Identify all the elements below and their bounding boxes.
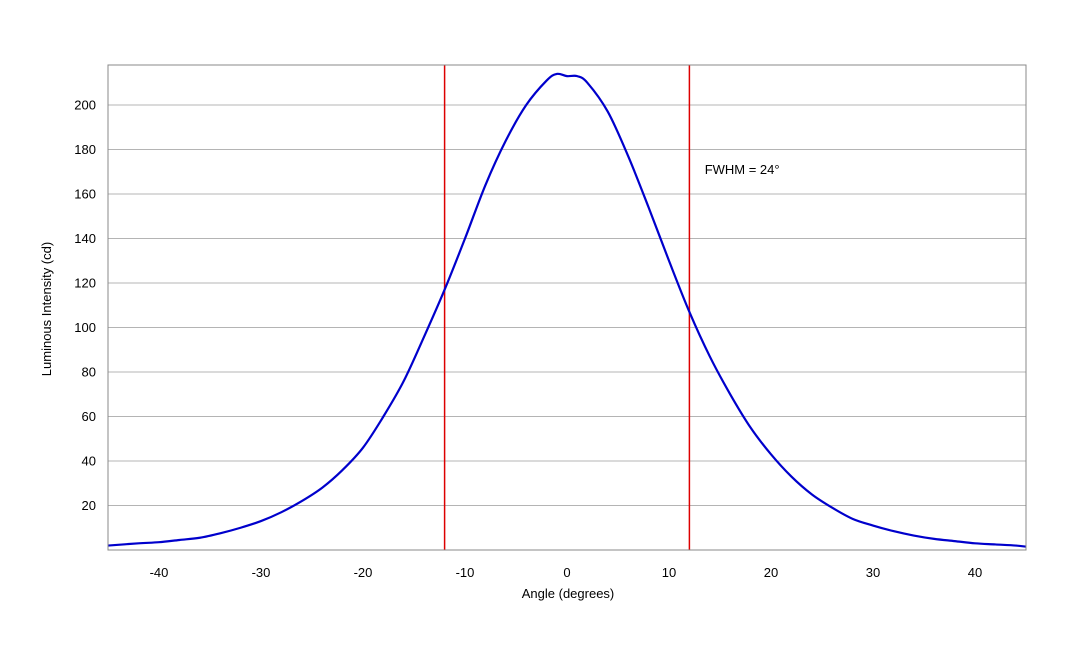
x-tick-label: 40 (968, 565, 982, 580)
x-tick-label: -40 (150, 565, 169, 580)
y-tick-label: 60 (82, 409, 96, 424)
x-tick-label: -20 (354, 565, 373, 580)
y-tick-label: 20 (82, 498, 96, 513)
y-tick-label: 160 (74, 187, 96, 202)
x-tick-label: 20 (764, 565, 778, 580)
x-axis-label: Angle (degrees) (522, 586, 615, 601)
y-tick-label: 140 (74, 231, 96, 246)
y-tick-label: 200 (74, 98, 96, 113)
fwhm-lines (443, 65, 691, 550)
y-tick-label: 120 (74, 276, 96, 291)
y-tick-label: 180 (74, 142, 96, 157)
series-layer (107, 72, 1027, 548)
y-tick-label: 80 (82, 365, 96, 380)
y-tick-label: 100 (74, 320, 96, 335)
grid-layer (108, 104, 1026, 507)
y-tick-label: 40 (82, 454, 96, 469)
y-axis-label: Luminous Intensity (cd) (39, 242, 54, 376)
fwhm-annotation: FWHM = 24° (705, 162, 780, 177)
intensity-curve (107, 72, 1027, 548)
annotations: FWHM = 24° (705, 162, 780, 177)
x-tick-label: -30 (252, 565, 271, 580)
plot-frame (107, 64, 1027, 551)
x-tick-labels: -40 -30 -20 -10 0 10 20 30 40 (150, 565, 983, 580)
x-tick-label: 30 (866, 565, 880, 580)
y-tick-labels: 20 40 60 80 100 120 140 160 180 200 (74, 98, 96, 513)
x-tick-label: 10 (662, 565, 676, 580)
x-tick-label: 0 (563, 565, 570, 580)
x-tick-label: -10 (456, 565, 475, 580)
